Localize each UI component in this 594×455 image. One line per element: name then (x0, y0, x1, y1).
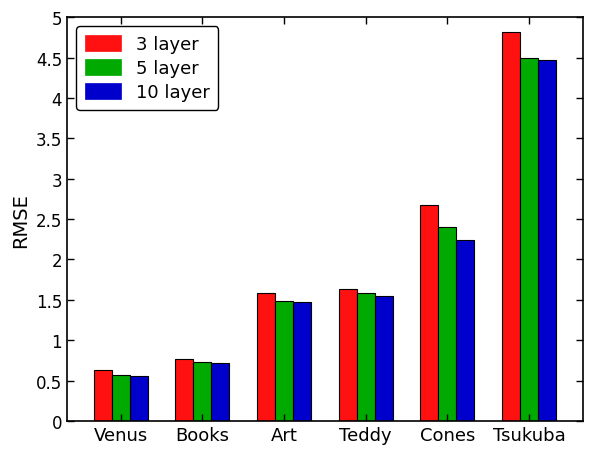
Bar (194, 362, 211, 421)
Bar (502, 33, 520, 421)
Bar (175, 359, 194, 421)
Legend: 3 layer, 5 layer, 10 layer: 3 layer, 5 layer, 10 layer (76, 27, 219, 111)
Bar (293, 303, 311, 421)
Bar (456, 241, 474, 421)
Bar (275, 301, 293, 421)
Bar (211, 363, 229, 421)
Y-axis label: RMSE: RMSE (11, 192, 30, 247)
Bar (112, 375, 129, 421)
Bar (357, 294, 375, 421)
Bar (339, 289, 357, 421)
Bar (375, 296, 393, 421)
Bar (438, 228, 456, 421)
Bar (94, 370, 112, 421)
Bar (520, 58, 538, 421)
Bar (129, 376, 148, 421)
Bar (538, 61, 556, 421)
Bar (257, 293, 275, 421)
Bar (421, 206, 438, 421)
